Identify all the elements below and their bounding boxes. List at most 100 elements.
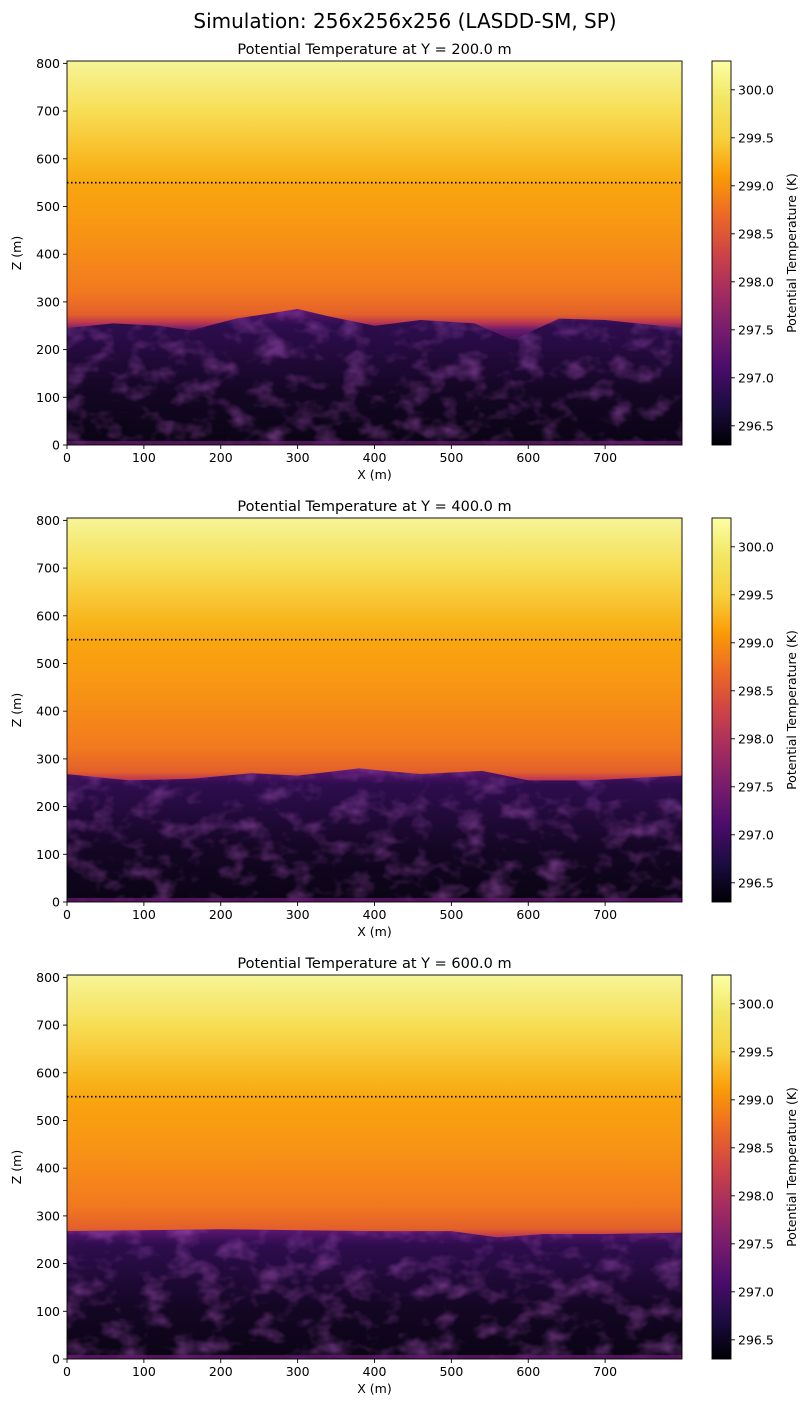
y-tick-label: 300 xyxy=(36,1208,60,1223)
x-tick-label: 400 xyxy=(363,907,387,922)
panel-title: Potential Temperature at Y = 200.0 m xyxy=(237,42,511,58)
panel-2: Potential Temperature at Y = 400.0 m 0 100… xyxy=(9,499,799,939)
panel-1: Potential Temperature at Y = 200.0 m 0 100… xyxy=(9,42,799,482)
colorbar-tick-label: 296.5 xyxy=(738,418,774,433)
y-axis-label: Z (m) xyxy=(9,236,24,270)
surface-layer xyxy=(67,898,682,902)
colorbar-tick-label: 297.5 xyxy=(738,1236,774,1251)
x-tick-label: 600 xyxy=(516,1364,540,1379)
y-tick-label: 400 xyxy=(36,247,60,262)
figure-suptitle: Simulation: 256x256x256 (LASDD-SM, SP) xyxy=(193,9,616,33)
x-tick-label: 700 xyxy=(593,450,617,465)
x-tick-label: 400 xyxy=(363,450,387,465)
colorbar-tick-label: 298.0 xyxy=(738,274,774,289)
x-tick-label: 700 xyxy=(593,1364,617,1379)
y-tick-label: 400 xyxy=(36,1161,60,1176)
colorbar-tick-label: 300.0 xyxy=(738,82,774,97)
y-tick-label: 200 xyxy=(36,799,60,814)
colorbar-label: Potential Temperature (K) xyxy=(784,630,799,790)
x-tick-label: 400 xyxy=(363,1364,387,1379)
y-tick-label: 0 xyxy=(52,438,60,453)
y-tick-label: 100 xyxy=(36,390,60,405)
y-tick-label: 300 xyxy=(36,751,60,766)
colorbar-tick-label: 299.5 xyxy=(738,587,774,602)
colorbar-tick-label: 300.0 xyxy=(738,996,774,1011)
colorbar-tick-label: 298.5 xyxy=(738,226,774,241)
y-tick-label: 0 xyxy=(52,895,60,910)
y-tick-label: 700 xyxy=(36,561,60,576)
colorbar xyxy=(711,974,732,1360)
y-tick-label: 500 xyxy=(36,199,60,214)
colorbar-tick-label: 297.5 xyxy=(738,322,774,337)
y-tick-label: 800 xyxy=(36,513,60,528)
x-axis-label: X (m) xyxy=(357,1381,391,1396)
x-tick-label: 600 xyxy=(516,450,540,465)
y-tick-label: 600 xyxy=(36,608,60,623)
colorbar-tick-label: 299.5 xyxy=(738,1044,774,1059)
y-tick-label: 100 xyxy=(36,847,60,862)
colorbar-tick-label: 296.5 xyxy=(738,875,774,890)
colorbar xyxy=(711,60,732,446)
x-tick-label: 300 xyxy=(286,450,310,465)
turbulence-texture xyxy=(67,1229,682,1359)
y-tick-label: 300 xyxy=(36,294,60,309)
y-tick-label: 600 xyxy=(36,1065,60,1080)
x-tick-label: 0 xyxy=(63,1364,71,1379)
colorbar-tick-label: 297.5 xyxy=(738,779,774,794)
y-axis-label: Z (m) xyxy=(9,1150,24,1184)
colorbar-tick-label: 298.0 xyxy=(738,1188,774,1203)
y-tick-label: 500 xyxy=(36,656,60,671)
colorbar-tick-label: 299.0 xyxy=(738,178,774,193)
y-tick-label: 0 xyxy=(52,1352,60,1367)
colorbar-tick-label: 298.0 xyxy=(738,731,774,746)
x-tick-label: 300 xyxy=(286,907,310,922)
colorbar-tick-label: 298.5 xyxy=(738,683,774,698)
colorbar-label: Potential Temperature (K) xyxy=(784,173,799,333)
colorbar-tick-label: 300.0 xyxy=(738,539,774,554)
x-tick-label: 700 xyxy=(593,907,617,922)
colorbar-tick-label: 297.0 xyxy=(738,827,774,842)
colorbar-tick-label: 296.5 xyxy=(738,1332,774,1347)
y-axis-label: Z (m) xyxy=(9,693,24,727)
colorbar-tick-label: 299.0 xyxy=(738,1092,774,1107)
colorbar-label: Potential Temperature (K) xyxy=(784,1087,799,1247)
y-tick-label: 700 xyxy=(36,104,60,119)
panel-title: Potential Temperature at Y = 400.0 m xyxy=(237,499,511,515)
colorbar xyxy=(711,517,732,903)
y-tick-label: 500 xyxy=(36,1113,60,1128)
x-tick-label: 600 xyxy=(516,907,540,922)
panel-title: Potential Temperature at Y = 600.0 m xyxy=(237,956,511,972)
turbulence-texture xyxy=(67,309,682,445)
turbulence-texture xyxy=(67,768,682,902)
x-tick-label: 200 xyxy=(209,1364,233,1379)
colorbar-tick-label: 297.0 xyxy=(738,1284,774,1299)
x-tick-label: 300 xyxy=(286,1364,310,1379)
x-tick-label: 500 xyxy=(439,1364,463,1379)
y-tick-label: 200 xyxy=(36,1256,60,1271)
colorbar-tick-label: 297.0 xyxy=(738,370,774,385)
y-tick-label: 400 xyxy=(36,704,60,719)
colorbar-tick-label: 299.0 xyxy=(738,635,774,650)
x-tick-label: 200 xyxy=(209,450,233,465)
y-tick-label: 600 xyxy=(36,151,60,166)
x-tick-label: 100 xyxy=(132,450,156,465)
surface-layer xyxy=(67,1355,682,1359)
x-tick-label: 0 xyxy=(63,450,71,465)
y-tick-label: 200 xyxy=(36,342,60,357)
x-tick-label: 500 xyxy=(439,907,463,922)
y-tick-label: 800 xyxy=(36,970,60,985)
x-tick-label: 500 xyxy=(439,450,463,465)
x-tick-label: 100 xyxy=(132,1364,156,1379)
y-tick-label: 800 xyxy=(36,56,60,71)
y-tick-label: 100 xyxy=(36,1304,60,1319)
surface-layer xyxy=(67,441,682,445)
x-tick-label: 100 xyxy=(132,907,156,922)
x-axis-label: X (m) xyxy=(357,924,391,939)
colorbar-tick-label: 299.5 xyxy=(738,130,774,145)
y-tick-label: 700 xyxy=(36,1018,60,1033)
panel-3: Potential Temperature at Y = 600.0 m 0 100… xyxy=(9,956,799,1396)
x-axis-label: X (m) xyxy=(357,467,391,482)
x-tick-label: 0 xyxy=(63,907,71,922)
colorbar-tick-label: 298.5 xyxy=(738,1140,774,1155)
